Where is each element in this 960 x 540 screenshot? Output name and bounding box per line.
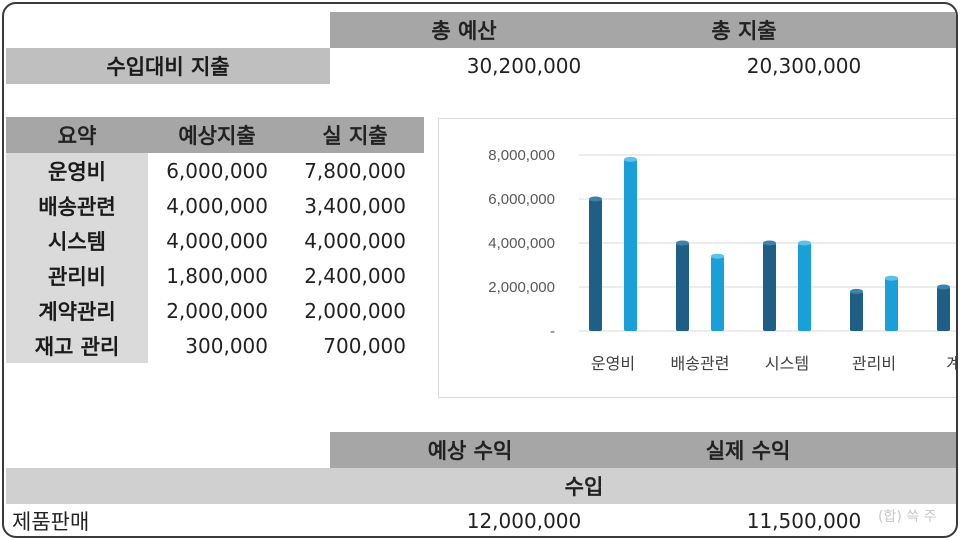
summary-row-expected-operations[interactable]: 6,000,000 [166,158,268,183]
chart-bar-expected[interactable] [589,199,602,331]
summary-row-actual-inventory[interactable]: 700,000 [323,333,406,358]
expected-expense-header[interactable]: 예상지출 [178,124,256,148]
chart-bar-expected[interactable] [937,287,950,331]
chart-bar-cap [624,156,637,162]
chart-bar-cap [711,253,724,259]
summary-row-label-management[interactable]: 관리비 [6,258,148,293]
chart-svg: - 2,000,000 4,000,000 6,000,000 8,000,000 운영비… [488,147,958,373]
income-header-bar [330,432,956,468]
expense-bar-chart[interactable]: - 2,000,000 4,000,000 6,000,000 8,000,000 운영비… [438,118,958,398]
actual-income-header[interactable]: 실제 수익 [705,439,791,463]
chart-ytick-label: 4,000,000 [488,235,555,252]
chart-ytick-label: 2,000,000 [488,279,555,296]
expected-income-header[interactable]: 예상 수익 [427,439,513,463]
total-budget-value[interactable]: 30,200,000 [466,54,582,78]
summary-row-expected-shipping[interactable]: 4,000,000 [166,193,268,218]
actual-expense-header[interactable]: 실 지출 [322,124,388,148]
chart-bar-expected[interactable] [850,291,863,331]
summary-row-expected-inventory[interactable]: 300,000 [185,333,268,358]
chart-bar-expected[interactable] [763,243,776,331]
watermark-text: (합) 쓱 주 [878,509,937,525]
income-section-band [6,468,956,504]
summary-row-actual-management[interactable]: 2,400,000 [304,263,406,288]
summary-row-actual-system[interactable]: 4,000,000 [304,228,406,253]
summary-row-expected-contract[interactable]: 2,000,000 [166,298,268,323]
income-section-label[interactable]: 수입 [564,475,604,499]
summary-row-actual-shipping[interactable]: 3,400,000 [304,193,406,218]
chart-bar-cap [937,284,950,290]
chart-xtick-label: 관리비 [852,354,896,373]
summary-row-label-contract[interactable]: 계약관리 [6,293,148,328]
chart-bar-expected[interactable] [676,243,689,331]
chart-ytick-label: 6,000,000 [488,191,555,208]
top-header-bar [330,12,956,48]
income-row-expected[interactable]: 12,000,000 [466,509,582,533]
chart-bar-actual[interactable] [885,278,898,331]
chart-bar-cap [676,240,689,246]
chart-ytick-label: 8,000,000 [488,147,555,164]
budget-row-label[interactable]: 수입대비 지출 [6,48,330,84]
chart-ytick-label: - [550,323,555,340]
chart-xtick-label: 운영비 [591,354,635,373]
total-expense-header[interactable]: 총 지출 [711,19,777,43]
chart-bar-actual[interactable] [711,256,724,331]
summary-row-label-system[interactable]: 시스템 [6,223,148,258]
chart-bar-cap [763,240,776,246]
chart-bar-cap [589,196,602,202]
summary-row-actual-contract[interactable]: 2,000,000 [304,298,406,323]
summary-row-actual-operations[interactable]: 7,800,000 [304,158,406,183]
chart-bar-cap [885,275,898,281]
summary-header-bar [6,117,424,153]
chart-bar-cap [850,288,863,294]
income-row-actual[interactable]: 11,500,000 [746,509,862,533]
chart-bar-actual[interactable] [624,159,637,331]
chart-xtick-label: 배송관련 [671,354,730,373]
summary-row-expected-system[interactable]: 4,000,000 [166,228,268,253]
summary-row-label-inventory[interactable]: 재고 관리 [6,328,148,363]
summary-row-label-shipping[interactable]: 배송관련 [6,188,148,223]
total-budget-header[interactable]: 총 예산 [431,19,497,43]
summary-row-expected-management[interactable]: 1,800,000 [166,263,268,288]
summary-row-label-operations[interactable]: 운영비 [6,153,148,188]
summary-header-label[interactable]: 요약 [57,124,97,148]
chart-bar-actual[interactable] [798,243,811,331]
chart-xtick-label: 시스템 [765,354,809,373]
chart-xtick-label: 계약 [946,354,958,373]
total-expense-value[interactable]: 20,300,000 [746,54,862,78]
chart-bar-cap [798,240,811,246]
income-row-label[interactable]: 제품판매 [12,510,90,534]
